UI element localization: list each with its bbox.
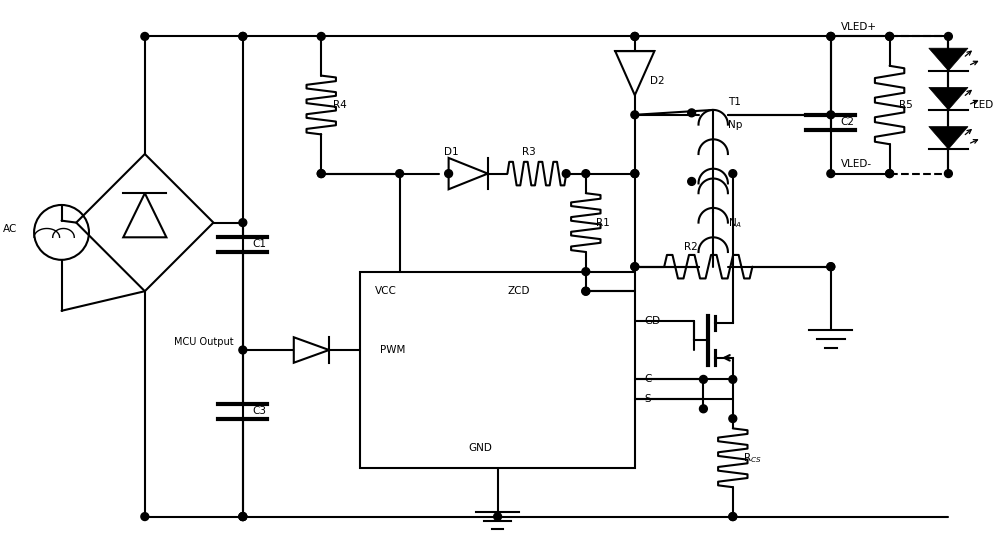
Text: Np: Np <box>728 119 742 129</box>
Polygon shape <box>929 127 968 149</box>
Circle shape <box>239 513 247 520</box>
Text: D2: D2 <box>650 76 664 86</box>
Text: S: S <box>645 394 651 404</box>
Text: T1: T1 <box>728 97 741 107</box>
Text: C: C <box>645 374 652 384</box>
Text: VLED+: VLED+ <box>841 22 877 32</box>
Circle shape <box>886 33 894 40</box>
Circle shape <box>729 375 737 383</box>
Circle shape <box>631 170 639 178</box>
Text: C1: C1 <box>253 239 267 249</box>
Circle shape <box>582 287 590 295</box>
Circle shape <box>688 109 696 117</box>
Circle shape <box>239 218 247 227</box>
Circle shape <box>631 263 639 270</box>
Text: MCU Output: MCU Output <box>174 337 234 347</box>
Circle shape <box>582 268 590 275</box>
Circle shape <box>631 170 639 178</box>
Circle shape <box>631 33 639 40</box>
Circle shape <box>239 346 247 354</box>
Text: R4: R4 <box>333 100 347 110</box>
Polygon shape <box>294 337 329 363</box>
Text: C3: C3 <box>253 406 267 416</box>
Circle shape <box>239 513 247 520</box>
Text: VLED-: VLED- <box>841 159 872 169</box>
Circle shape <box>827 170 835 178</box>
Text: N$_A$: N$_A$ <box>728 216 742 229</box>
Circle shape <box>631 263 639 270</box>
Text: R1: R1 <box>596 217 609 228</box>
Text: GD: GD <box>645 316 661 326</box>
Circle shape <box>944 33 952 40</box>
Text: D1: D1 <box>444 147 458 157</box>
Circle shape <box>827 263 835 270</box>
Circle shape <box>729 513 737 520</box>
Polygon shape <box>929 87 968 110</box>
Circle shape <box>827 111 835 119</box>
Circle shape <box>445 170 453 178</box>
Circle shape <box>699 375 707 383</box>
Circle shape <box>239 33 247 40</box>
Circle shape <box>827 33 835 40</box>
Text: GND: GND <box>468 443 492 453</box>
Text: R2: R2 <box>684 242 698 252</box>
Circle shape <box>827 33 835 40</box>
Circle shape <box>631 33 639 40</box>
Circle shape <box>886 170 894 178</box>
Text: ZCD: ZCD <box>507 286 530 296</box>
Circle shape <box>562 170 570 178</box>
Circle shape <box>582 287 590 295</box>
Circle shape <box>886 33 894 40</box>
Circle shape <box>317 170 325 178</box>
Polygon shape <box>615 51 654 95</box>
Circle shape <box>944 170 952 178</box>
Text: PWM: PWM <box>380 345 405 355</box>
Text: C2: C2 <box>841 117 855 127</box>
Text: AC: AC <box>3 225 17 234</box>
Text: VCC: VCC <box>375 286 397 296</box>
Polygon shape <box>449 158 488 189</box>
Circle shape <box>729 170 737 178</box>
Circle shape <box>688 178 696 185</box>
Circle shape <box>729 415 737 422</box>
Circle shape <box>239 513 247 520</box>
Circle shape <box>141 33 149 40</box>
Circle shape <box>396 170 404 178</box>
Circle shape <box>317 33 325 40</box>
Text: R3: R3 <box>522 147 536 157</box>
Circle shape <box>317 170 325 178</box>
Text: R$_{CS}$: R$_{CS}$ <box>743 451 761 465</box>
Polygon shape <box>123 193 166 237</box>
Circle shape <box>699 405 707 413</box>
Bar <box>360 272 635 468</box>
Circle shape <box>494 513 502 520</box>
Polygon shape <box>929 48 968 71</box>
Circle shape <box>631 111 639 119</box>
Circle shape <box>729 513 737 520</box>
Text: R5: R5 <box>899 100 913 110</box>
Circle shape <box>827 263 835 270</box>
Circle shape <box>239 33 247 40</box>
Circle shape <box>886 170 894 178</box>
Circle shape <box>582 170 590 178</box>
Circle shape <box>141 513 149 520</box>
Text: LED: LED <box>973 100 993 110</box>
